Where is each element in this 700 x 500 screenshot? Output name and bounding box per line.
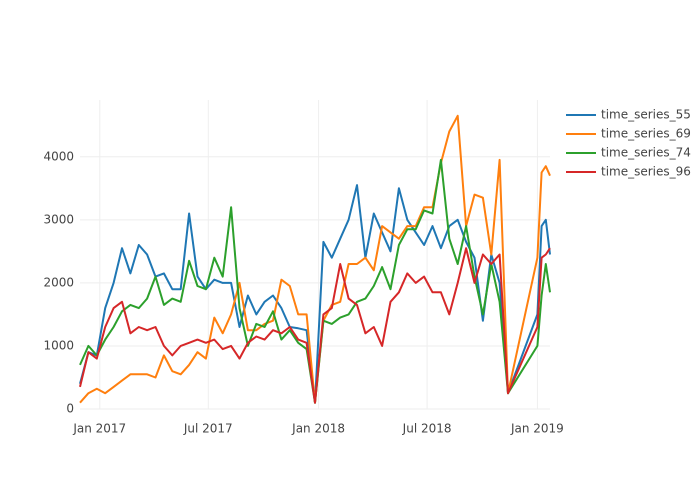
x-tick-label: Jan 2018	[291, 422, 345, 436]
x-tick-label: Jan 2019	[510, 422, 564, 436]
legend-label: time_series_96	[601, 165, 691, 179]
y-tick-label: 2000	[43, 275, 74, 289]
y-tick-label: 4000	[43, 149, 74, 163]
line	[79, 114, 551, 404]
legend-label: time_series_69	[601, 127, 691, 141]
x-tick-label: Jul 2017	[183, 422, 233, 436]
y-tick-label: 0	[66, 402, 74, 416]
legend-label: time_series_74	[601, 146, 691, 160]
line	[79, 184, 551, 404]
x-tick-label: Jan 2017	[72, 422, 126, 436]
y-tick-label: 1000	[43, 338, 74, 352]
y-tick-label: 3000	[43, 212, 74, 226]
x-tick-label: Jul 2018	[402, 422, 452, 436]
legend-label: time_series_55	[601, 108, 691, 122]
line	[79, 247, 551, 404]
